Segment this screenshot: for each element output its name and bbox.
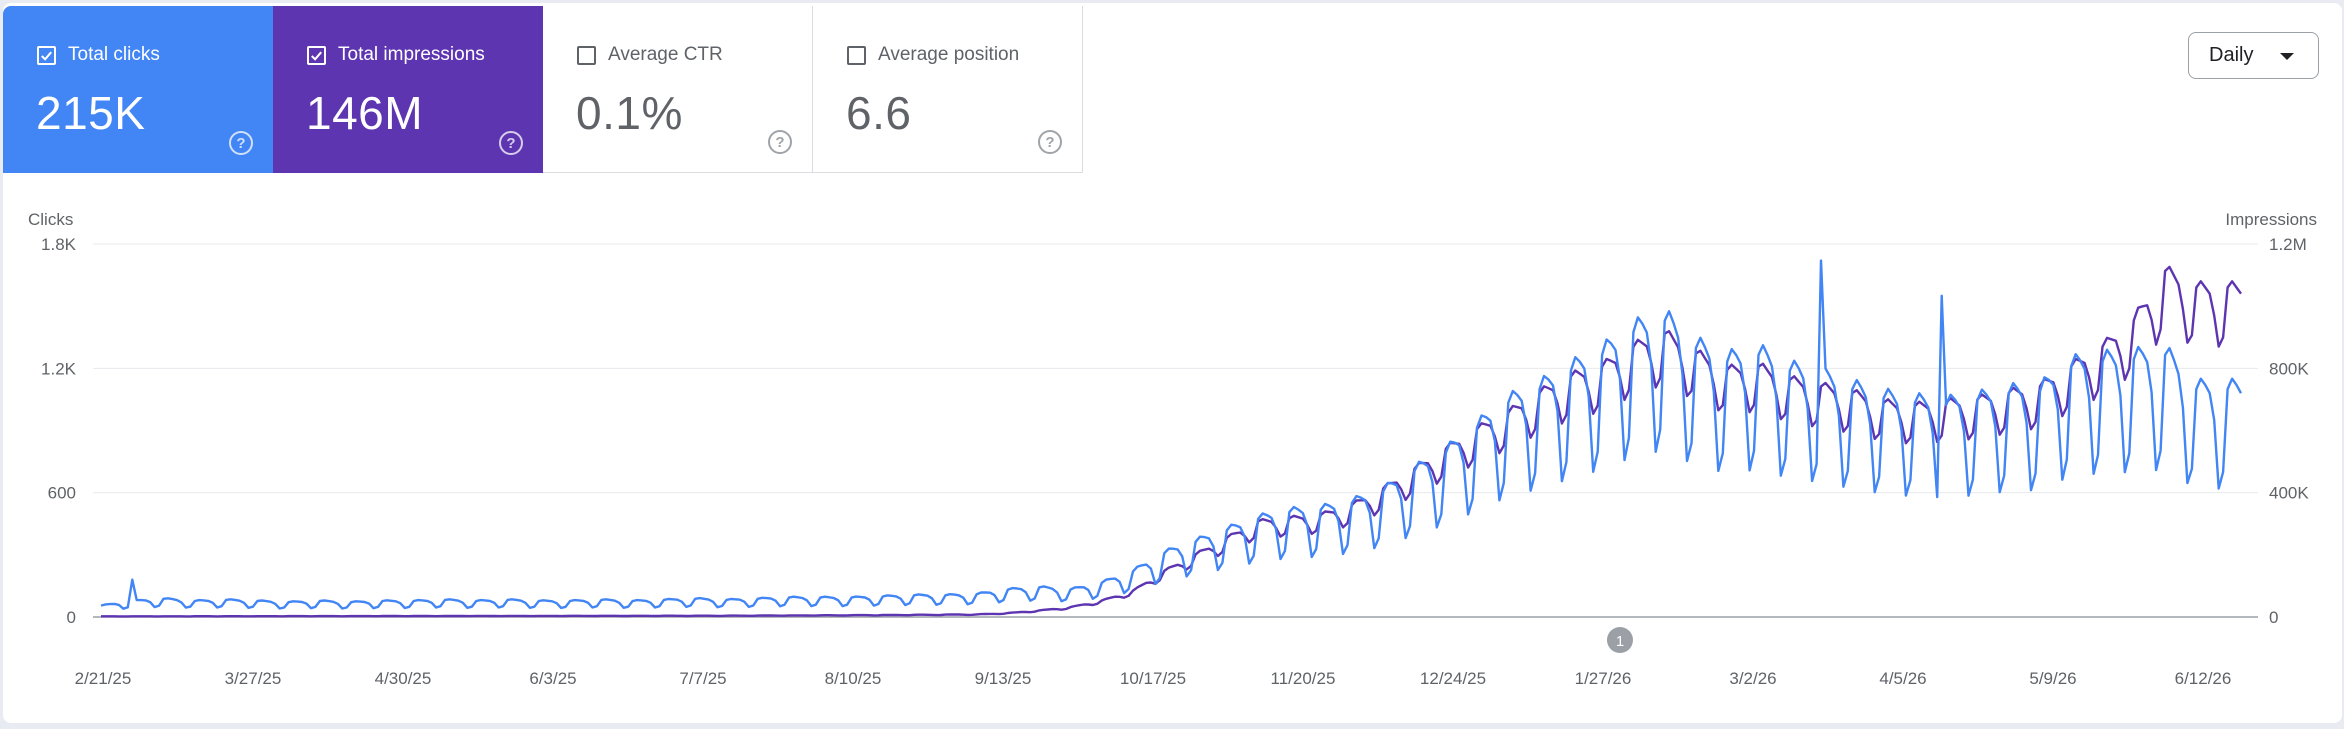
- metric-label: Average position: [878, 44, 1020, 65]
- x-tick: 7/7/25: [679, 669, 726, 688]
- metric-value: 215K: [36, 87, 146, 139]
- granularity-dropdown[interactable]: Daily: [2188, 32, 2319, 79]
- y-tick-left: 1.8K: [41, 235, 77, 254]
- tile-header: Average position: [847, 44, 1019, 66]
- x-tick: 5/9/26: [2029, 669, 2076, 688]
- x-tick: 4/30/25: [375, 669, 432, 688]
- tile-total-clicks[interactable]: Total clicks 215K ?: [3, 6, 273, 173]
- x-tick: 8/10/25: [825, 669, 882, 688]
- annotation-marker: [1606, 627, 1633, 653]
- x-tick: 11/20/25: [1271, 669, 1336, 688]
- clicks-line: [100, 259, 2243, 610]
- impressions-line: [101, 265, 2242, 618]
- tile-header: Total impressions: [307, 44, 485, 66]
- metric-value: 0.1%: [576, 87, 683, 139]
- left-axis-title: Clicks: [28, 210, 73, 229]
- checkbox-checked-icon[interactable]: [37, 45, 56, 65]
- y-tick-right: 1.2M: [2269, 235, 2307, 254]
- checkbox-unchecked-icon[interactable]: [577, 45, 596, 65]
- y-tick-left: 1.2K: [41, 359, 77, 378]
- performance-card: Total clicks 215K ? Total impressions 14…: [3, 3, 2342, 723]
- performance-chart: Clicks Impressions 1.8K 1.2K 600 0 1.2M 800K…: [28, 210, 2317, 688]
- y-tick-right: 0: [2269, 608, 2278, 627]
- y-tick-right: 400K: [2269, 484, 2309, 503]
- annotation-label: 1: [1616, 633, 1624, 650]
- help-icon[interactable]: ?: [768, 130, 792, 154]
- y-tick-left: 0: [67, 608, 76, 627]
- granularity-selected: Daily: [2209, 44, 2254, 66]
- tile-average-ctr[interactable]: Average CTR 0.1% ?: [543, 6, 813, 173]
- x-tick: 3/2/26: [1729, 669, 1776, 688]
- tile-header: Total clicks: [37, 44, 160, 66]
- checkbox-checked-icon[interactable]: [307, 45, 326, 65]
- dropdown-caret-icon: [2280, 53, 2294, 60]
- metric-tiles: Total clicks 215K ? Total impressions 14…: [3, 6, 1083, 173]
- help-icon[interactable]: ?: [229, 131, 253, 155]
- help-icon[interactable]: ?: [1038, 130, 1062, 154]
- x-tick: 12/24/25: [1420, 669, 1486, 688]
- x-tick: 6/12/26: [2175, 669, 2232, 688]
- metric-label: Average CTR: [608, 44, 723, 65]
- metric-label: Total clicks: [68, 44, 160, 65]
- tile-total-impressions[interactable]: Total impressions 146M ?: [273, 6, 543, 173]
- x-tick: 6/3/25: [529, 669, 576, 688]
- x-tick: 10/17/25: [1120, 669, 1186, 688]
- x-tick: 2/21/25: [75, 669, 132, 688]
- right-axis-title: Impressions: [2225, 210, 2317, 229]
- metric-label: Total impressions: [338, 44, 485, 65]
- y-tick-left: 600: [48, 484, 76, 503]
- metric-value: 6.6: [846, 87, 912, 139]
- metric-value: 146M: [306, 87, 424, 139]
- x-tick: 3/27/25: [225, 669, 282, 688]
- x-tick: 4/5/26: [1879, 669, 1926, 688]
- help-icon[interactable]: ?: [499, 131, 523, 155]
- tile-header: Average CTR: [577, 44, 723, 66]
- x-tick: 9/13/25: [975, 669, 1032, 688]
- checkbox-unchecked-icon[interactable]: [847, 45, 866, 65]
- tile-average-position[interactable]: Average position 6.6 ?: [813, 6, 1083, 173]
- x-tick: 1/27/26: [1575, 669, 1632, 688]
- y-tick-right: 800K: [2269, 359, 2309, 378]
